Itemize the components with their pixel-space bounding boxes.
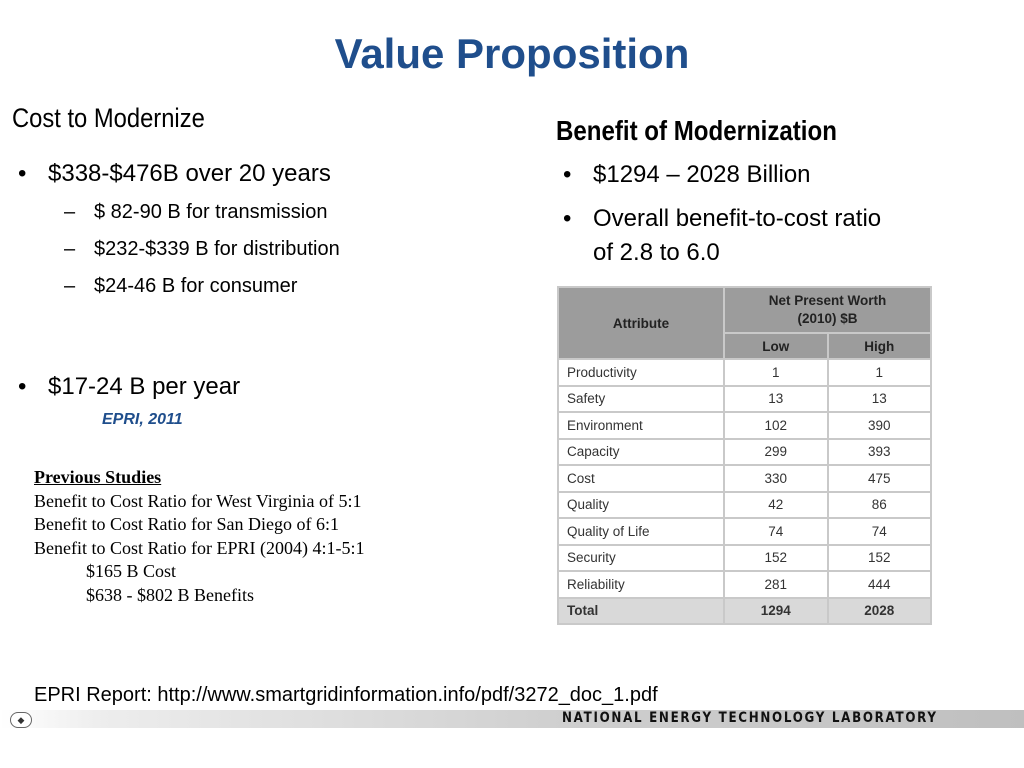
table-row: Productivity 1 1 [557, 358, 932, 387]
benefit-bullet-ratio: • Overall benefit-to-cost ratio of 2.8 t… [563, 202, 882, 270]
cell-high: 152 [826, 543, 932, 572]
footer-bar [0, 710, 1024, 728]
study-line: Benefit to Cost Ratio for EPRI (2004) 4:… [34, 537, 365, 558]
dash-icon: – [64, 238, 76, 260]
table-row: Quality 42 86 [557, 490, 932, 519]
cell-low: 74 [723, 517, 829, 546]
table-row: Capacity 299 393 [557, 437, 932, 466]
col-header-low: Low [723, 332, 829, 360]
col-header-attribute: Attribute [557, 286, 725, 360]
bullet-dot-icon: • [563, 205, 572, 232]
cost-sub-item: – $ 82-90 B for transmission [64, 201, 328, 224]
cell-low: 13 [723, 384, 829, 413]
table-row: Environment 102 390 [557, 411, 932, 440]
cell-attribute: Cost [557, 464, 725, 493]
col-header-npw: Net Present Worth (2010) $B [723, 286, 932, 334]
table-row: Reliability 281 444 [557, 570, 932, 599]
cell-high: 2028 [826, 596, 932, 625]
cell-high: 13 [826, 384, 932, 413]
dash-icon: – [64, 201, 76, 223]
cell-attribute: Quality of Life [557, 517, 725, 546]
benefit-bullet-range-text: $1294 – 2028 Billion [593, 161, 811, 188]
cell-low: 299 [723, 437, 829, 466]
benefit-bullet-ratio-line1: Overall benefit-to-cost ratio [593, 205, 882, 232]
cell-high: 393 [826, 437, 932, 466]
cell-high: 86 [826, 490, 932, 519]
study-benefit-line: $638 - $802 B Benefits [86, 584, 254, 605]
cell-attribute: Safety [557, 384, 725, 413]
cell-attribute: Quality [557, 490, 725, 519]
npw-header-line2: (2010) $B [797, 311, 858, 326]
lab-logo-text: NATIONAL ENERGY TECHNOLOGY LABORATORY [562, 710, 938, 726]
cost-sub-item: – $232-$339 B for distribution [64, 238, 340, 261]
slide-number-icon: ◆ [10, 712, 32, 728]
cost-bullet-annual-text: $17-24 B per year [48, 373, 241, 400]
bullet-dot-icon: • [563, 161, 572, 188]
epri-citation: EPRI, 2011 [102, 411, 183, 428]
cell-attribute: Security [557, 543, 725, 572]
cell-low: 1 [723, 358, 829, 387]
cell-attribute: Environment [557, 411, 725, 440]
bullet-dot-icon: • [18, 160, 27, 187]
cost-heading: Cost to Modernize [12, 103, 205, 133]
npw-table-body: Productivity 1 1 Safety 13 13 Environmen… [557, 358, 932, 625]
cost-sub-distribution: $232-$339 B for distribution [94, 238, 340, 260]
table-row: Quality of Life 74 74 [557, 517, 932, 546]
slide-title: Value Proposition [334, 30, 690, 77]
cell-attribute: Productivity [557, 358, 725, 387]
benefit-bullet-ratio-line2: of 2.8 to 6.0 [593, 239, 720, 266]
cost-sub-consumer: $24-46 B for consumer [94, 275, 298, 297]
cell-low: 152 [723, 543, 829, 572]
table-row: Cost 330 475 [557, 464, 932, 493]
cell-high: 444 [826, 570, 932, 599]
previous-studies-title: Previous Studies [34, 467, 162, 487]
study-cost-line: $165 B Cost [86, 561, 177, 581]
epri-report-link[interactable]: EPRI Report: http://www.smartgridinforma… [34, 684, 658, 706]
study-line: Benefit to Cost Ratio for San Diego of 6… [34, 514, 339, 534]
dash-icon: – [64, 275, 76, 297]
cell-low: 281 [723, 570, 829, 599]
cell-low: 1294 [723, 596, 829, 625]
cost-bullet-annual: • $17-24 B per year [18, 373, 241, 401]
cell-high: 475 [826, 464, 932, 493]
cell-attribute: Capacity [557, 437, 725, 466]
cost-sub-item: – $24-46 B for consumer [64, 275, 298, 298]
cell-attribute: Total [557, 596, 725, 625]
col-header-high: High [826, 332, 932, 360]
cell-attribute: Reliability [557, 570, 725, 599]
cell-high: 390 [826, 411, 932, 440]
table-row: Safety 13 13 [557, 384, 932, 413]
cell-low: 102 [723, 411, 829, 440]
benefit-heading: Benefit of Modernization [556, 115, 837, 146]
bullet-dot-icon: • [18, 373, 27, 400]
npw-table: Attribute Net Present Worth (2010) $B Lo… [557, 286, 932, 625]
cell-low: 330 [723, 464, 829, 493]
cell-high: 1 [826, 358, 932, 387]
cost-bullet-total-text: $338-$476B over 20 years [48, 160, 331, 187]
study-line: Benefit to Cost Ratio for West Virginia … [34, 490, 362, 511]
cell-high: 74 [826, 517, 932, 546]
table-row: Security 152 152 [557, 543, 932, 572]
cost-bullet-total: • $338-$476B over 20 years [18, 160, 331, 188]
cell-low: 42 [723, 490, 829, 519]
table-total-row: Total 1294 2028 [557, 596, 932, 625]
previous-studies-block: Previous Studies Benefit to Cost Ratio f… [34, 466, 364, 607]
benefit-bullet-range: • $1294 – 2028 Billion [563, 161, 811, 189]
cost-sub-transmission: $ 82-90 B for transmission [94, 201, 328, 223]
npw-header-line1: Net Present Worth [768, 293, 887, 308]
